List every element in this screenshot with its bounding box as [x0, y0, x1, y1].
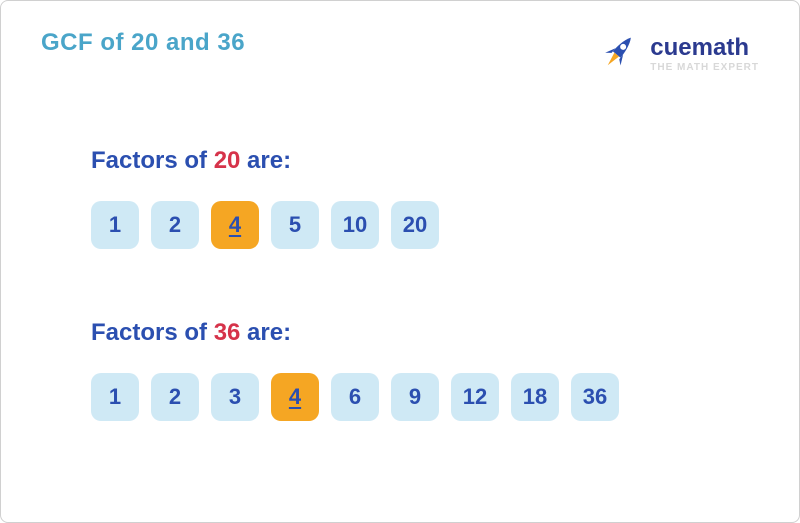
factors-section-36: Factors of 36 are: 123469121836 — [1, 319, 799, 421]
factor-box-gcf: 4 — [271, 373, 319, 421]
factor-box: 5 — [271, 201, 319, 249]
factor-box: 2 — [151, 373, 199, 421]
label-suffix: are: — [240, 147, 291, 174]
factor-box: 9 — [391, 373, 439, 421]
header: GCF of 20 and 36 cuemath THE MATH EXPERT — [1, 1, 799, 77]
title-num-b: 36 — [217, 29, 245, 56]
logo-tagline: THE MATH EXPERT — [650, 62, 759, 73]
title-mid: and — [159, 29, 218, 56]
factor-box-gcf: 4 — [211, 201, 259, 249]
section-title-36: Factors of 36 are: — [91, 319, 799, 347]
factors-section-20: Factors of 20 are: 12451020 — [1, 147, 799, 249]
label-prefix: Factors of — [91, 147, 214, 174]
factor-box: 3 — [211, 373, 259, 421]
factor-box: 6 — [331, 373, 379, 421]
logo-brand: cuemath — [650, 34, 749, 62]
page-title: GCF of 20 and 36 — [41, 29, 245, 57]
section-title-20: Factors of 20 are: — [91, 147, 799, 175]
factor-box: 2 — [151, 201, 199, 249]
rocket-icon — [594, 29, 642, 77]
label-number: 20 — [214, 147, 241, 174]
factor-box: 10 — [331, 201, 379, 249]
factor-box: 36 — [571, 373, 619, 421]
label-prefix: Factors of — [91, 319, 214, 346]
label-suffix: are: — [240, 319, 291, 346]
label-number: 36 — [214, 319, 241, 346]
factor-box: 1 — [91, 373, 139, 421]
factor-row-20: 12451020 — [91, 201, 799, 249]
brand-logo: cuemath THE MATH EXPERT — [594, 29, 759, 77]
factor-box: 20 — [391, 201, 439, 249]
factor-row-36: 123469121836 — [91, 373, 799, 421]
factor-box: 18 — [511, 373, 559, 421]
title-prefix: GCF of — [41, 29, 131, 56]
factor-box: 1 — [91, 201, 139, 249]
title-num-a: 20 — [131, 29, 159, 56]
factor-box: 12 — [451, 373, 499, 421]
logo-text: cuemath THE MATH EXPERT — [650, 34, 759, 73]
